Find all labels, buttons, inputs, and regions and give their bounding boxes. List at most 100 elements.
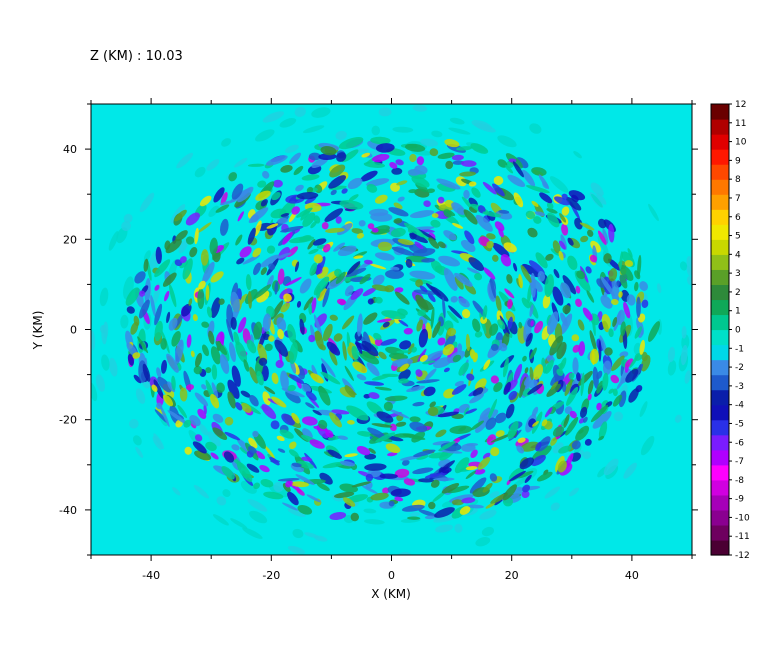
field-blob [253, 450, 266, 460]
field-blob [579, 222, 595, 231]
field-blob [335, 271, 346, 284]
field-blob [363, 508, 377, 514]
field-blob [202, 261, 215, 284]
field-blob [597, 235, 609, 255]
field-blob [557, 460, 567, 473]
y-tick-label: 0 [70, 324, 77, 337]
field-blob [227, 391, 236, 409]
field-blob [322, 323, 333, 342]
field-blob [619, 351, 629, 358]
field-blob [277, 217, 289, 224]
field-blob [260, 254, 280, 268]
field-blob [397, 552, 412, 555]
field-blob [239, 447, 249, 455]
field-blob [377, 241, 392, 252]
field-blob [472, 352, 478, 363]
field-blob [252, 430, 259, 438]
field-blob [326, 341, 341, 356]
field-blob [351, 228, 364, 234]
field-blob [156, 367, 162, 378]
field-blob [585, 266, 592, 274]
field-blob [549, 335, 564, 356]
field-blob [358, 350, 380, 365]
field-blob [577, 319, 585, 331]
field-blob [452, 354, 461, 363]
field-blob [368, 447, 376, 454]
field-blob [582, 451, 591, 460]
field-blob [318, 385, 331, 406]
field-blob [591, 193, 603, 208]
colorbar-segment [711, 254, 729, 270]
field-blob [495, 295, 502, 312]
field-blob [619, 251, 623, 271]
field-blob [597, 218, 607, 229]
y-axis-label: Y (KM) [31, 311, 45, 351]
field-blob [260, 199, 268, 207]
field-blob [576, 372, 581, 382]
field-blob [474, 331, 483, 338]
field-blob [210, 271, 224, 283]
colorbar-tick-label: -9 [735, 495, 744, 505]
field-blob [257, 180, 267, 188]
field-blob [194, 392, 209, 407]
field-blob [602, 360, 612, 375]
field-blob [454, 272, 473, 287]
field-blob [492, 183, 505, 197]
field-blob [218, 298, 225, 305]
field-blob [437, 411, 459, 418]
field-blob [165, 238, 182, 254]
field-blob [322, 461, 346, 469]
field-blob [608, 268, 618, 282]
field-blob [518, 274, 523, 289]
field-blob [183, 419, 192, 428]
field-blob [634, 326, 642, 339]
field-blob [274, 339, 289, 357]
field-blob [417, 348, 427, 363]
field-blob [219, 354, 230, 374]
field-blob [247, 499, 268, 512]
field-blob [562, 304, 571, 314]
field-blob [546, 383, 561, 397]
field-blob [308, 303, 313, 315]
colorbar-tick-label: 4 [735, 250, 741, 260]
colorbar-tick-label: 8 [735, 175, 741, 185]
field-blob [396, 180, 408, 186]
field-blob [247, 227, 256, 245]
field-blob [547, 311, 559, 335]
field-blob [560, 282, 571, 299]
field-blob [532, 421, 539, 427]
field-blob [532, 445, 552, 461]
field-blob [373, 332, 382, 341]
field-blob [571, 334, 580, 342]
field-blob [288, 449, 299, 458]
field-blob [142, 363, 151, 382]
field-blob [135, 446, 144, 458]
field-blob [608, 328, 614, 338]
field-blob [210, 346, 221, 365]
field-blob [502, 484, 517, 501]
field-blob [224, 431, 241, 441]
field-blob [255, 129, 275, 142]
field-blob [253, 321, 263, 340]
field-blob [432, 321, 441, 338]
field-blob [279, 429, 294, 439]
field-blob [227, 379, 240, 399]
field-blob [426, 188, 435, 194]
field-blob [545, 253, 554, 261]
field-blob [519, 457, 534, 470]
colorbar-segment [711, 374, 729, 391]
field-blob [277, 448, 286, 453]
field-blob [600, 295, 613, 309]
field-blob [175, 230, 188, 242]
field-blob [380, 338, 397, 346]
field-blob [192, 314, 198, 322]
field-blob [363, 259, 373, 265]
field-blob [203, 404, 207, 415]
colorbar-tick-label: -6 [735, 438, 744, 448]
chart-title: Z (KM) : 10.03 [90, 49, 183, 64]
colorbar-tick-label: -10 [735, 513, 750, 523]
field-blob [385, 443, 401, 454]
field-blob [423, 200, 431, 208]
field-blob [431, 213, 439, 218]
field-blob [139, 192, 155, 213]
